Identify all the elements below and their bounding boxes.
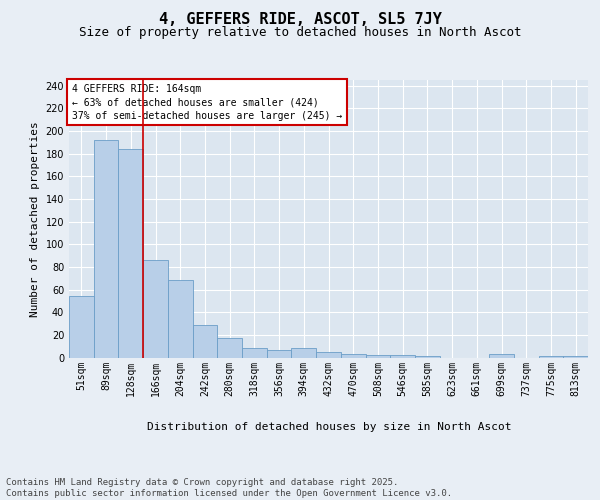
Text: Size of property relative to detached houses in North Ascot: Size of property relative to detached ho… [79, 26, 521, 39]
Bar [94, 140, 118, 358]
Bar [390, 355, 415, 358]
Bar [143, 260, 168, 358]
Bar [563, 356, 588, 358]
Bar [242, 348, 267, 358]
Bar [168, 280, 193, 357]
Bar [365, 355, 390, 358]
Bar [316, 352, 341, 358]
Bar [193, 324, 217, 358]
Bar [415, 356, 440, 358]
Bar [489, 354, 514, 358]
Bar [69, 296, 94, 358]
Bar [217, 338, 242, 357]
Text: 4, GEFFERS RIDE, ASCOT, SL5 7JY: 4, GEFFERS RIDE, ASCOT, SL5 7JY [158, 12, 442, 28]
Text: 4 GEFFERS RIDE: 164sqm
← 63% of detached houses are smaller (424)
37% of semi-de: 4 GEFFERS RIDE: 164sqm ← 63% of detached… [71, 84, 342, 120]
Text: Distribution of detached houses by size in North Ascot: Distribution of detached houses by size … [146, 422, 511, 432]
Bar [118, 149, 143, 358]
Text: Contains HM Land Registry data © Crown copyright and database right 2025.
Contai: Contains HM Land Registry data © Crown c… [6, 478, 452, 498]
Bar [267, 350, 292, 358]
Y-axis label: Number of detached properties: Number of detached properties [30, 121, 40, 316]
Bar [539, 356, 563, 358]
Bar [341, 354, 365, 358]
Bar [292, 348, 316, 358]
